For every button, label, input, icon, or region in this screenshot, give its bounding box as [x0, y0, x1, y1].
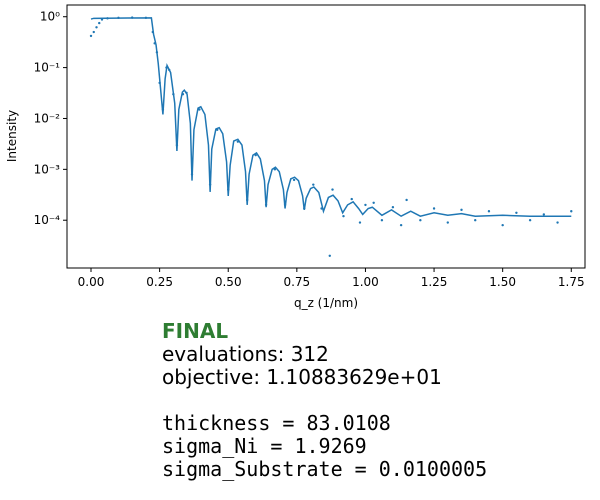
data-point: [130, 16, 134, 19]
data-point: [175, 143, 179, 147]
data-point: [227, 188, 230, 191]
parameter: sigma_Ni = 1.9269: [162, 434, 367, 458]
data-point: [405, 198, 408, 202]
fit-line: [90, 17, 572, 218]
parameter: sigma_Substrate = 0.0100005: [162, 457, 488, 481]
plot-frame: [66, 4, 586, 269]
data-point: [528, 219, 532, 222]
data-point: [570, 210, 573, 213]
data-point: [303, 207, 306, 210]
data-point: [185, 91, 188, 94]
x-tick-label: 1.75: [558, 275, 585, 289]
data-point: [155, 51, 159, 54]
data-point: [399, 223, 403, 227]
data-point: [342, 214, 345, 218]
y-tick-label: 10⁻⁴: [34, 213, 61, 227]
data-point: [487, 210, 491, 213]
data-point: [358, 221, 362, 224]
data-point: [542, 213, 546, 216]
data-point: [98, 21, 101, 25]
data-point: [380, 219, 384, 222]
data-point: [165, 66, 168, 69]
data-point: [350, 197, 353, 201]
data-point: [312, 183, 315, 186]
y-tick-label: 10⁻³: [34, 162, 61, 176]
data-point: [501, 223, 504, 227]
data-point: [283, 203, 287, 207]
data-point: [236, 140, 240, 143]
x-tick-label: 0.75: [283, 275, 310, 289]
x-tick-label: 0.50: [215, 275, 242, 289]
data-point: [151, 30, 154, 34]
data-point: [144, 16, 148, 20]
data-point: [158, 81, 161, 85]
data-point: [556, 221, 559, 224]
data-point: [474, 219, 477, 222]
data-point: [208, 183, 212, 186]
data-point: [364, 203, 367, 207]
data-point: [168, 68, 171, 72]
data-point: [292, 178, 296, 182]
data-point: [460, 208, 463, 212]
x-tick-label: 0.25: [146, 275, 173, 289]
report-line: objective: 1.10883629e+01: [162, 365, 442, 389]
data-point: [419, 219, 422, 222]
data-point: [254, 153, 257, 157]
data-point: [432, 207, 436, 210]
chart: Intensity q_z (1/nm) 0.00 0.25 0.50 0.75 1.0…: [5, 4, 586, 310]
y-tick-label: 10⁰: [40, 10, 60, 24]
y-tick-label: 10⁻¹: [34, 61, 61, 75]
report-line: evaluations: 312: [162, 342, 329, 366]
parameter: thickness = 83.0108: [162, 411, 391, 435]
x-tick-label: 1.00: [352, 275, 379, 289]
data-point: [117, 16, 120, 20]
x-axis-label: q_z (1/nm): [294, 296, 358, 310]
data-point: [372, 201, 375, 204]
data-point: [264, 203, 268, 207]
spacer: [162, 389, 487, 412]
data-point: [216, 128, 219, 131]
data-point: [172, 92, 175, 96]
report: FINAL evaluations: 312 objective: 1.1088…: [162, 320, 487, 481]
data-point: [92, 30, 95, 34]
data-point: [95, 26, 98, 29]
data-point: [190, 173, 194, 176]
data-point: [153, 42, 156, 45]
data-point: [161, 108, 165, 111]
data-point: [328, 254, 331, 257]
data-point: [446, 221, 449, 224]
data-point: [515, 211, 518, 214]
data-point: [100, 18, 104, 21]
data-point: [181, 92, 185, 96]
x-tick-label: 1.50: [489, 275, 516, 289]
data-point: [89, 34, 93, 38]
data-point: [198, 108, 201, 111]
data-point: [320, 207, 323, 210]
y-axis-label: Intensity: [5, 110, 19, 162]
data-point: [273, 168, 277, 171]
data-point: [331, 188, 334, 191]
data-point: [391, 206, 395, 209]
data-point: [106, 17, 109, 20]
x-tick-label: 0.00: [78, 275, 105, 289]
data-point: [245, 198, 249, 202]
y-tick-label: 10⁻²: [34, 111, 61, 125]
status: FINAL: [162, 319, 229, 343]
x-tick-label: 1.25: [421, 275, 448, 289]
